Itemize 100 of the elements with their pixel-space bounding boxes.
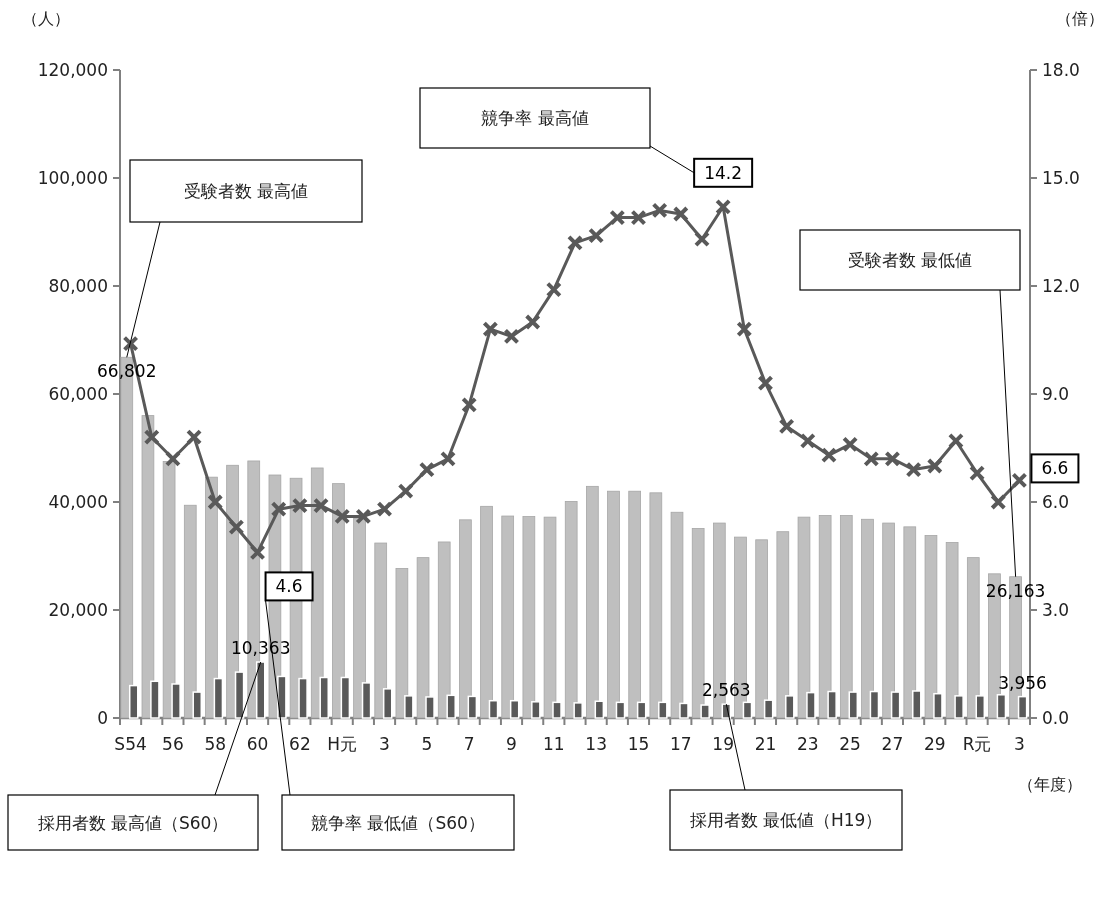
- point: [397, 483, 414, 500]
- bar: [839, 515, 853, 719]
- bar: [649, 492, 663, 719]
- bar: [564, 501, 578, 719]
- bar: [459, 519, 472, 719]
- data-label: 26,163: [985, 580, 1046, 601]
- bar: [374, 542, 388, 719]
- bar: [501, 515, 515, 719]
- point: [503, 328, 520, 345]
- point: [440, 450, 457, 467]
- point: [947, 432, 964, 449]
- y2-tick-label: 12.0: [1042, 276, 1080, 296]
- y-tick-label: 100,000: [37, 168, 108, 188]
- x-tick-label: S54: [114, 734, 147, 754]
- point: [355, 508, 372, 525]
- y-tick-label: 60,000: [48, 384, 108, 404]
- bar: [437, 541, 451, 719]
- bar: [416, 557, 430, 719]
- point: [863, 450, 880, 467]
- bar: [205, 476, 218, 719]
- bar: [742, 701, 753, 719]
- x-tick-label: 5: [421, 734, 433, 754]
- x-tick-label: 19: [712, 734, 734, 754]
- point: [186, 429, 203, 446]
- y-axis-title: （人）: [22, 9, 70, 28]
- bar: [353, 517, 366, 719]
- bar: [395, 568, 409, 719]
- annotation: 競争率 最高値: [481, 108, 589, 128]
- point: [1011, 472, 1028, 489]
- bar: [890, 691, 901, 719]
- bar: [332, 483, 345, 719]
- bar: [277, 675, 287, 719]
- bar: [150, 680, 160, 719]
- y2-tick-label: 0.0: [1042, 708, 1070, 728]
- point: [313, 497, 330, 514]
- point: [545, 281, 562, 298]
- point: [799, 432, 816, 449]
- point: [609, 209, 626, 226]
- y2-axis-title: （倍）: [1056, 9, 1104, 28]
- bar: [975, 695, 986, 719]
- point: [418, 461, 435, 478]
- bar: [552, 701, 562, 719]
- bar: [607, 490, 620, 719]
- bar: [679, 702, 689, 719]
- point: [207, 494, 224, 510]
- bar: [996, 694, 1007, 719]
- x-tick-label: 15: [627, 734, 650, 754]
- bar: [776, 531, 790, 719]
- x-tick-label: 56: [162, 734, 184, 754]
- point: [376, 501, 393, 518]
- bar: [912, 690, 922, 719]
- data-label: 6.6: [1041, 458, 1069, 479]
- bar: [755, 539, 768, 719]
- bar: [298, 677, 308, 719]
- y2-tick-label: 3.0: [1042, 600, 1070, 620]
- y-tick-label: 0: [97, 708, 108, 728]
- point: [715, 198, 732, 215]
- bar: [615, 701, 626, 719]
- bar: [658, 701, 668, 719]
- point: [291, 497, 308, 514]
- bar: [882, 522, 895, 719]
- data-label: 14.2: [704, 162, 743, 183]
- point: [461, 396, 478, 413]
- x-tick-label: 13: [585, 734, 607, 754]
- x-tick-label: 29: [923, 734, 946, 754]
- point: [524, 314, 541, 330]
- point: [969, 465, 986, 482]
- x-tick-label: 60: [246, 734, 269, 754]
- bar: [954, 695, 964, 719]
- point: [693, 231, 710, 248]
- bar: [141, 415, 155, 719]
- x-tick-label: H元: [327, 734, 358, 754]
- bar: [361, 682, 372, 719]
- y-tick-label: 80,000: [48, 276, 108, 296]
- bar: [933, 692, 943, 719]
- bar: [183, 504, 197, 719]
- bar: [628, 490, 641, 719]
- bar: [488, 699, 499, 719]
- bar: [700, 704, 710, 719]
- annotation: 受験者数 最高値: [183, 181, 309, 201]
- bar: [340, 676, 351, 719]
- point: [567, 234, 583, 251]
- point: [482, 321, 499, 338]
- point: [905, 461, 922, 478]
- y2-tick-label: 15.0: [1042, 168, 1080, 188]
- bar: [966, 557, 980, 719]
- bar: [869, 690, 880, 719]
- bar: [586, 485, 599, 719]
- y-tick-label: 40,000: [48, 492, 108, 512]
- bar: [543, 516, 557, 719]
- bar: [806, 691, 816, 719]
- bar: [670, 511, 684, 719]
- bar: [797, 516, 811, 719]
- x-tick-label: 11: [543, 734, 565, 754]
- x-tick-label: 7: [463, 734, 475, 754]
- y-tick-label: 20,000: [48, 600, 108, 620]
- point: [672, 206, 689, 222]
- x-tick-label: 17: [669, 734, 692, 754]
- bar: [818, 515, 832, 719]
- bar: [594, 700, 605, 719]
